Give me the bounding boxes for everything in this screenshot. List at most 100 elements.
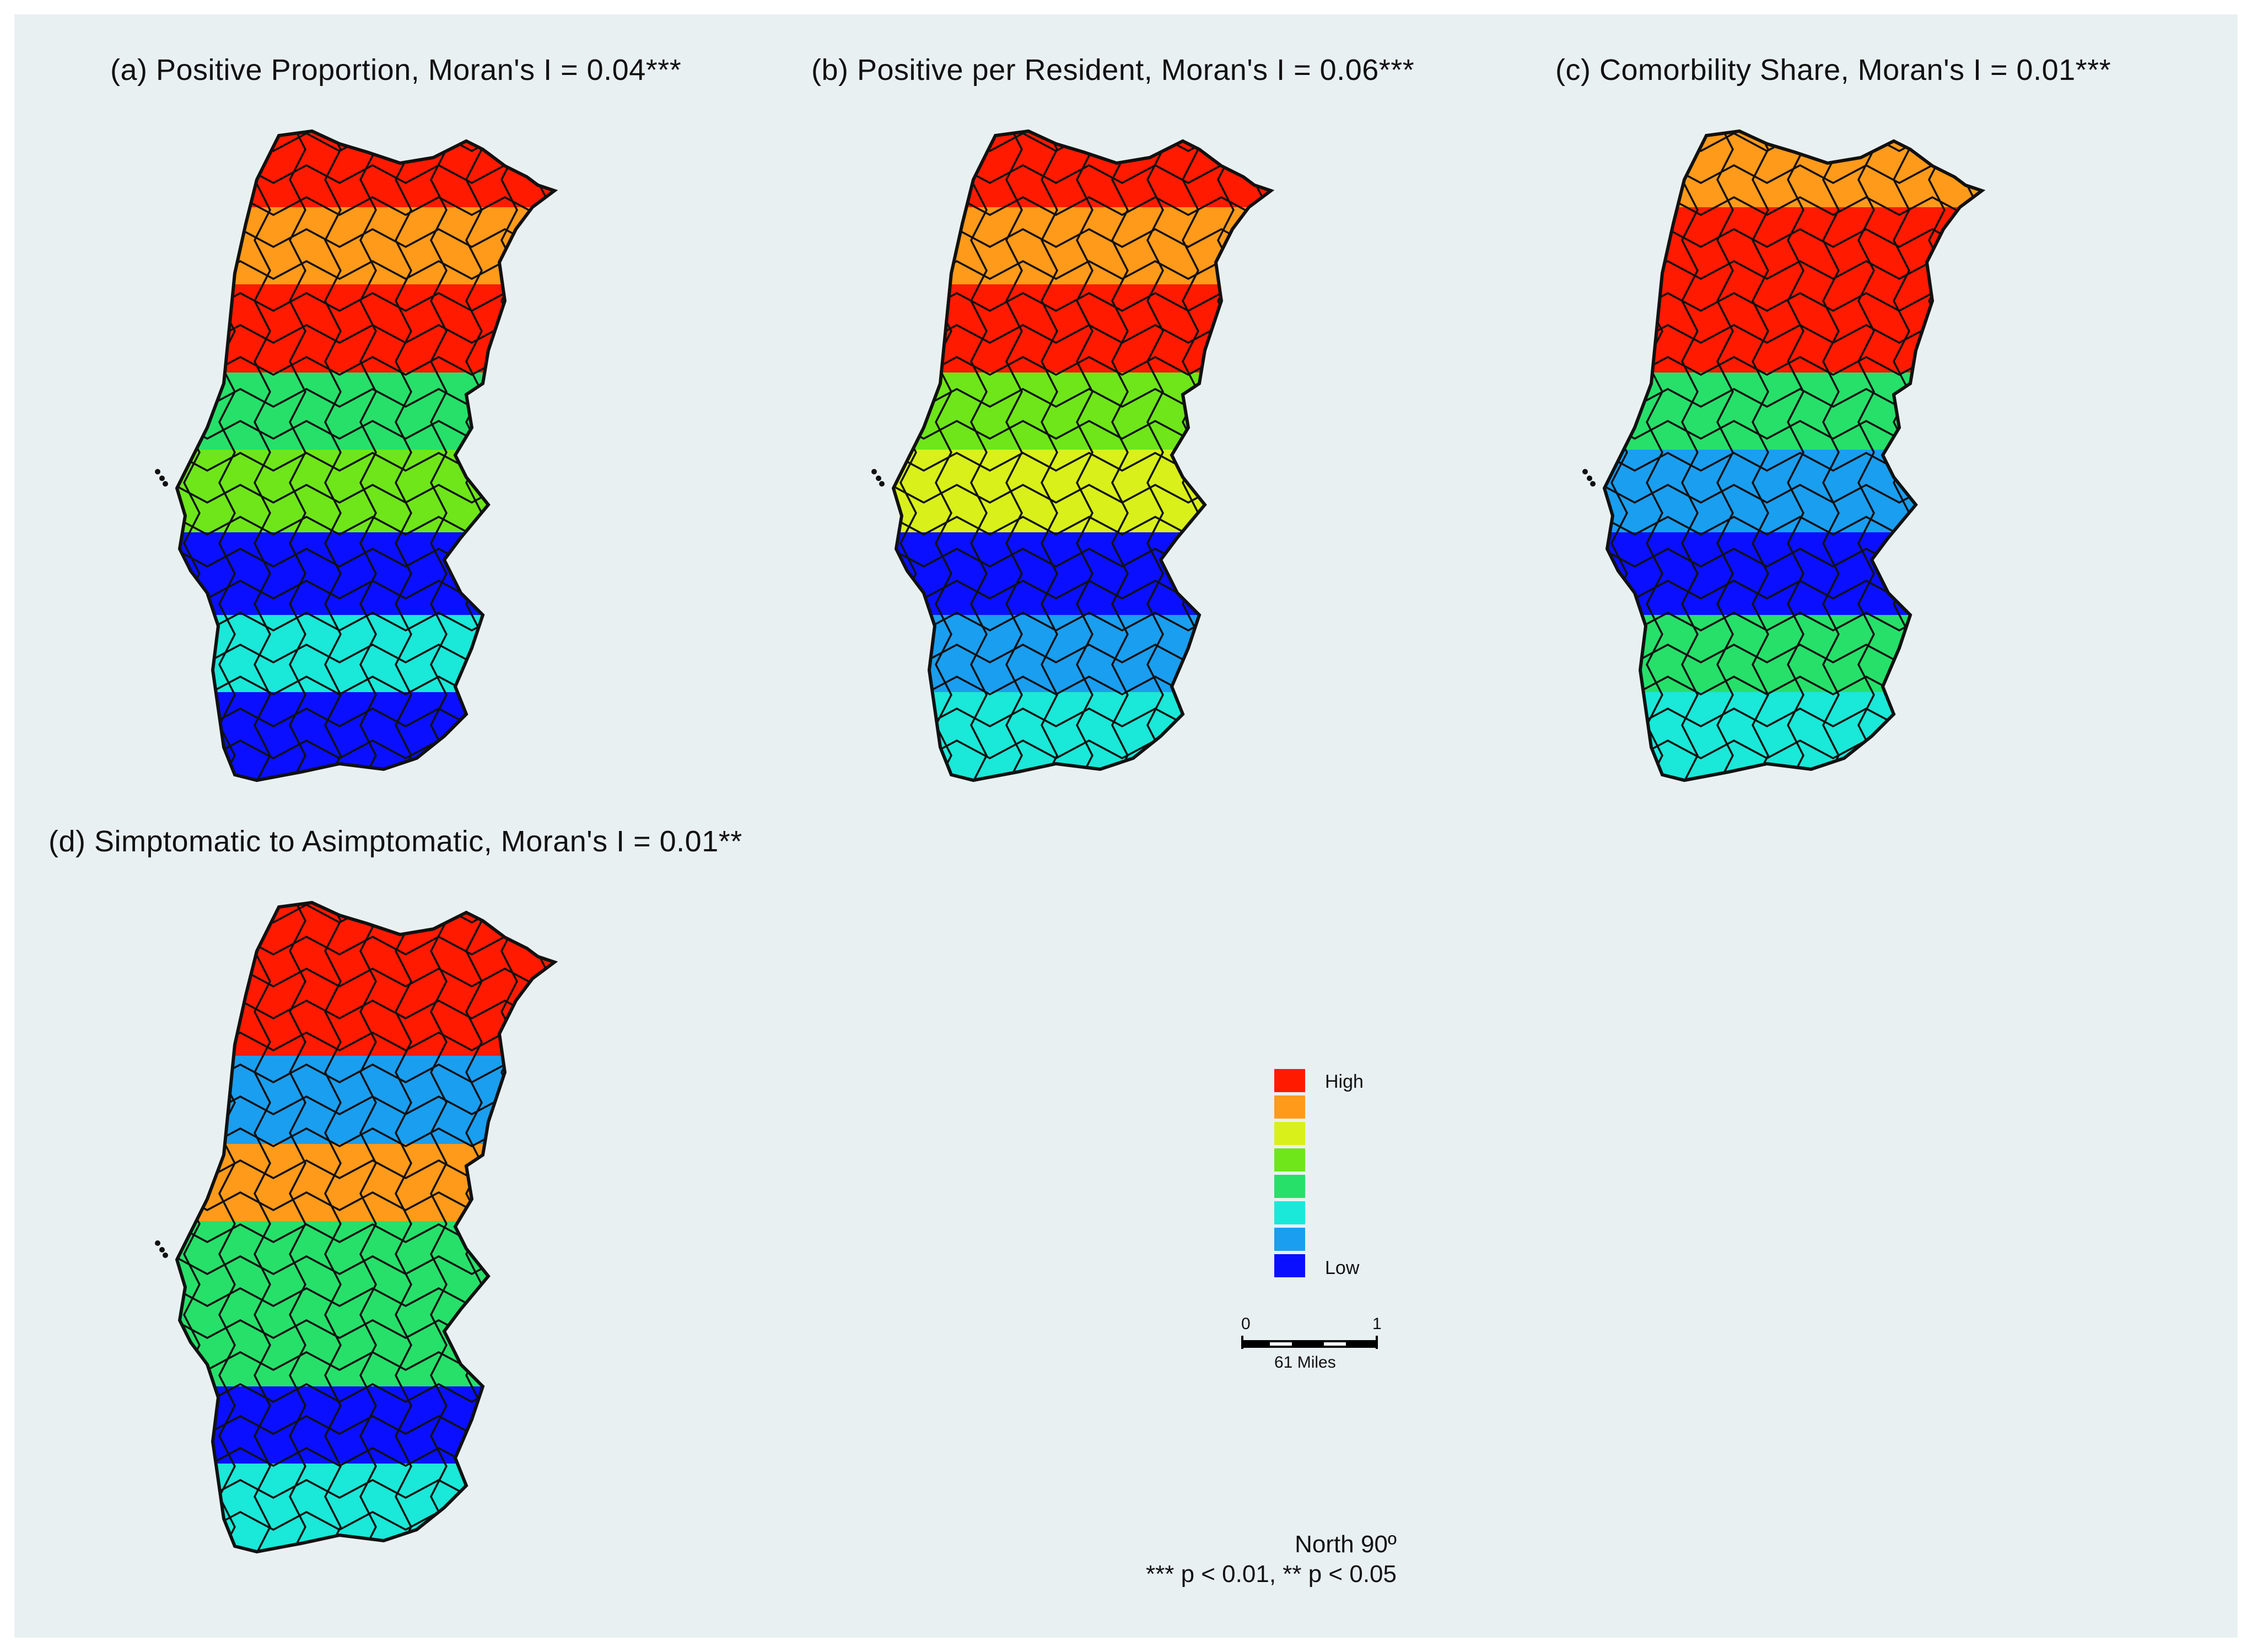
map-region-band bbox=[1604, 532, 1982, 626]
municipal-boundary bbox=[1604, 419, 1982, 440]
islet-marker bbox=[163, 1253, 168, 1258]
municipal-boundary bbox=[969, 131, 988, 780]
municipal-boundary bbox=[177, 132, 554, 152]
municipal-boundary bbox=[2070, 119, 2086, 816]
legend-swatch-7 bbox=[1274, 1228, 1305, 1251]
municipal-boundary bbox=[893, 643, 1271, 663]
scale-bar-graphic bbox=[1241, 1336, 1378, 1349]
municipal-boundary bbox=[359, 131, 377, 780]
municipal-boundary bbox=[177, 355, 554, 376]
municipal-boundary bbox=[893, 547, 1271, 568]
islet-marker bbox=[159, 476, 165, 481]
map-region-band bbox=[1604, 372, 1982, 461]
municipal-boundary bbox=[177, 707, 554, 727]
scale-start-label: 0 bbox=[1241, 1315, 1251, 1333]
map-region-band bbox=[177, 372, 554, 461]
scale-end-label: 1 bbox=[1372, 1315, 1382, 1333]
municipal-boundary bbox=[288, 131, 306, 780]
municipal-boundary bbox=[177, 387, 554, 408]
country-outline bbox=[175, 900, 558, 1554]
municipal-boundary bbox=[1716, 131, 1734, 780]
municipal-boundary bbox=[572, 119, 588, 816]
country-outline bbox=[891, 129, 1275, 782]
municipal-boundary bbox=[429, 131, 448, 780]
municipal-boundary bbox=[893, 611, 1271, 631]
municipal-boundary bbox=[177, 643, 554, 663]
legend-swatch-1 bbox=[1274, 1069, 1305, 1092]
map-region-band bbox=[177, 1464, 554, 1552]
map-panel-b bbox=[871, 119, 1375, 816]
municipal-boundary bbox=[177, 579, 554, 600]
legend-high-label: High bbox=[1325, 1071, 1364, 1092]
municipal-boundary bbox=[1786, 131, 1804, 780]
municipal-boundary bbox=[177, 1415, 554, 1435]
municipal-boundary bbox=[324, 903, 342, 1552]
municipal-boundary bbox=[177, 419, 554, 440]
map-panel-c bbox=[1582, 119, 2086, 816]
municipal-boundary bbox=[535, 903, 553, 1552]
municipal-boundary bbox=[1324, 119, 1339, 816]
municipal-boundary bbox=[1005, 131, 1023, 780]
municipal-boundary bbox=[572, 890, 588, 1588]
municipal-boundary bbox=[177, 611, 554, 631]
municipal-boundary bbox=[1604, 387, 1982, 408]
municipal-boundary bbox=[177, 903, 554, 924]
municipal-boundary bbox=[429, 903, 448, 1552]
municipal-boundary bbox=[893, 707, 1271, 727]
municipal-boundary bbox=[1604, 643, 1982, 663]
municipal-boundary bbox=[1963, 131, 1981, 780]
municipal-boundary bbox=[177, 1223, 554, 1243]
municipal-boundary bbox=[893, 355, 1271, 376]
map-region-band bbox=[177, 692, 554, 780]
map-region-band bbox=[893, 450, 1271, 543]
municipal-boundary bbox=[607, 890, 623, 1588]
map-panel-d bbox=[155, 890, 623, 1588]
map-region-band bbox=[1604, 692, 1982, 780]
municipal-boundary bbox=[1075, 131, 1093, 780]
map-panel-a bbox=[155, 119, 623, 816]
municipal-boundary bbox=[359, 903, 377, 1552]
municipal-boundary bbox=[1604, 707, 1982, 727]
map-region-band bbox=[177, 903, 554, 990]
municipal-boundary bbox=[1604, 132, 1982, 152]
municipal-boundary bbox=[177, 1351, 554, 1371]
municipal-boundary bbox=[177, 1127, 554, 1147]
islet-marker bbox=[159, 1247, 165, 1253]
significance-note: *** p < 0.01, ** p < 0.05 bbox=[1145, 1561, 1397, 1588]
municipal-boundary bbox=[177, 1319, 554, 1339]
municipal-boundary bbox=[1146, 131, 1164, 780]
map-region-band bbox=[893, 692, 1271, 780]
municipal-boundary bbox=[177, 1383, 554, 1403]
municipal-boundary bbox=[394, 903, 412, 1552]
municipal-boundary bbox=[1604, 611, 1982, 631]
municipal-boundary bbox=[893, 451, 1271, 472]
islet-marker bbox=[876, 476, 881, 481]
municipal-boundary bbox=[1359, 119, 1375, 816]
municipal-boundary bbox=[177, 451, 554, 472]
panel-b-title: (b) Positive per Resident, Moran's I = 0… bbox=[811, 53, 1415, 87]
map-region-band bbox=[177, 131, 554, 218]
municipal-boundary bbox=[607, 119, 623, 816]
municipal-boundary bbox=[535, 131, 553, 780]
municipal-boundary bbox=[893, 387, 1271, 408]
map-region-band bbox=[177, 1304, 554, 1397]
map-region-band bbox=[177, 532, 554, 626]
municipal-boundary bbox=[1040, 131, 1058, 780]
municipal-boundary bbox=[177, 1191, 554, 1211]
municipal-boundary bbox=[1604, 579, 1982, 600]
islet-marker bbox=[155, 469, 160, 474]
legend-swatch-3 bbox=[1274, 1122, 1305, 1145]
map-region-band bbox=[893, 372, 1271, 461]
country-outline bbox=[175, 129, 558, 782]
panel-a-title: (a) Positive Proportion, Moran's I = 0.0… bbox=[110, 53, 682, 87]
municipal-boundary bbox=[177, 547, 554, 568]
municipal-boundary bbox=[1680, 131, 1699, 780]
municipal-boundary bbox=[177, 1159, 554, 1179]
legend-low-label: Low bbox=[1325, 1257, 1360, 1278]
municipal-boundary bbox=[394, 131, 412, 780]
legend-swatch-2 bbox=[1274, 1095, 1305, 1119]
municipal-boundary bbox=[2000, 119, 2015, 816]
municipal-boundary bbox=[893, 579, 1271, 600]
municipal-boundary bbox=[1111, 131, 1129, 780]
municipal-boundary bbox=[177, 1478, 554, 1499]
